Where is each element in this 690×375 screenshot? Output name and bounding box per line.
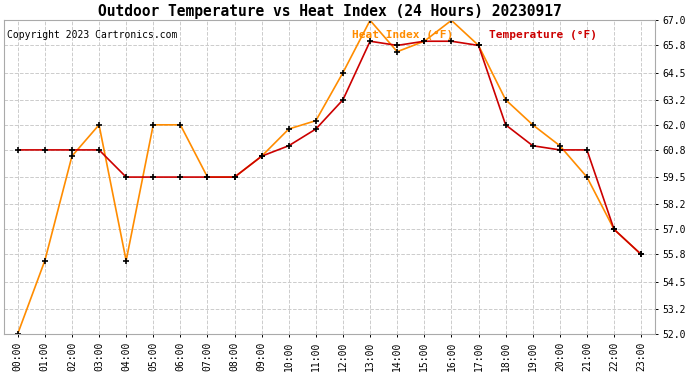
Title: Outdoor Temperature vs Heat Index (24 Hours) 20230917: Outdoor Temperature vs Heat Index (24 Ho… bbox=[97, 4, 561, 19]
Text: Copyright 2023 Cartronics.com: Copyright 2023 Cartronics.com bbox=[8, 30, 178, 40]
Text: Heat Index (°F): Heat Index (°F) bbox=[352, 30, 453, 40]
Text: Temperature (°F): Temperature (°F) bbox=[489, 30, 597, 40]
